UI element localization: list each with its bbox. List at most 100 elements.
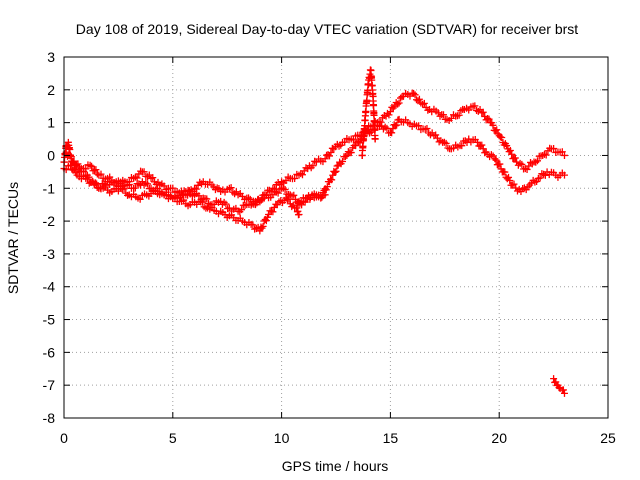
data-point: [510, 180, 518, 188]
y-tick-label: 1: [47, 115, 55, 131]
data-point: [560, 389, 568, 397]
x-axis-label: GPS time / hours: [282, 458, 389, 474]
x-tick-label: 5: [169, 430, 177, 446]
data-point: [227, 184, 235, 192]
data-point: [341, 138, 349, 146]
data-point: [203, 195, 211, 203]
data-point: [238, 206, 246, 214]
data-point: [331, 168, 339, 176]
data-point: [279, 184, 287, 192]
data-point: [506, 176, 514, 184]
data-point: [505, 173, 513, 181]
data-point: [536, 174, 544, 182]
data-point: [518, 160, 526, 168]
data-point: [395, 99, 403, 107]
data-point: [274, 189, 282, 197]
data-point: [560, 151, 568, 159]
data-point: [541, 171, 549, 179]
data-point: [352, 142, 360, 150]
data-point: [349, 136, 357, 144]
y-tick-label: -1: [43, 180, 56, 196]
x-tick-label: 0: [60, 430, 68, 446]
data-point: [66, 152, 74, 160]
data-point: [291, 174, 299, 182]
data-point: [117, 178, 125, 186]
data-point: [371, 135, 379, 143]
data-point: [558, 148, 566, 156]
data-point: [394, 100, 402, 108]
data-point: [484, 114, 492, 122]
data-point: [259, 222, 267, 230]
data-point: [195, 192, 203, 200]
data-point: [178, 191, 186, 199]
data-points: [60, 66, 568, 397]
y-tick-labels: 3 2 1 0 -1 -2 -3 -4 -5 -6 -7 -8: [43, 49, 56, 426]
data-point: [439, 111, 447, 119]
data-point: [393, 121, 401, 129]
x-tick-label: 25: [600, 430, 616, 446]
data-point: [496, 160, 504, 168]
data-point: [423, 125, 431, 132]
data-point: [447, 114, 455, 122]
data-point: [479, 108, 487, 116]
axis-ticks: [63, 56, 609, 419]
data-point: [339, 157, 347, 165]
data-point: [347, 149, 355, 157]
series-track-c: [62, 148, 329, 216]
data-point: [455, 111, 463, 119]
y-tick-label: -6: [43, 344, 56, 360]
data-point: [281, 185, 289, 193]
series-spike-14h: [358, 66, 379, 159]
data-point: [84, 175, 92, 183]
data-point: [323, 183, 331, 191]
data-point: [82, 165, 90, 173]
data-point: [321, 155, 329, 163]
data-point: [327, 148, 335, 156]
y-tick-label: -2: [43, 213, 56, 229]
y-tick-label: 3: [47, 49, 55, 65]
data-point: [523, 165, 531, 173]
data-point: [388, 129, 396, 137]
data-point: [511, 154, 519, 162]
y-tick-label: -4: [43, 279, 56, 295]
data-point: [442, 139, 450, 147]
data-point: [67, 157, 75, 165]
data-point: [136, 195, 144, 203]
data-point: [295, 211, 303, 219]
data-point: [140, 168, 148, 176]
series-outlier-22.7h: [550, 375, 568, 397]
data-point: [411, 91, 419, 99]
data-point: [88, 162, 96, 170]
data-point: [144, 180, 152, 188]
data-point: [440, 138, 448, 146]
data-point: [542, 151, 550, 159]
grid: [64, 57, 608, 418]
data-point: [333, 162, 341, 170]
data-point: [559, 386, 567, 394]
y-tick-label: 2: [47, 82, 55, 98]
data-point: [241, 201, 249, 209]
data-point: [144, 173, 152, 181]
data-point: [262, 217, 270, 225]
y-tick-label: -5: [43, 312, 56, 328]
data-point: [249, 221, 257, 229]
data-point: [386, 108, 394, 116]
data-point: [290, 191, 298, 199]
chart-title: Day 108 of 2019, Sidereal Day-to-day VTE…: [76, 21, 578, 37]
data-point: [385, 111, 393, 119]
data-point: [184, 186, 192, 194]
data-point: [419, 100, 427, 108]
data-point: [473, 138, 481, 146]
data-point: [383, 124, 391, 132]
data-point: [491, 155, 499, 163]
data-point: [485, 115, 493, 123]
data-point: [160, 182, 168, 190]
data-point: [410, 89, 418, 97]
data-point: [89, 177, 97, 185]
data-point: [377, 118, 385, 126]
data-point: [131, 184, 139, 192]
data-point: [97, 170, 105, 178]
data-point: [328, 176, 336, 184]
data-point: [297, 198, 305, 206]
series-outlier-10.7h: [293, 204, 303, 219]
